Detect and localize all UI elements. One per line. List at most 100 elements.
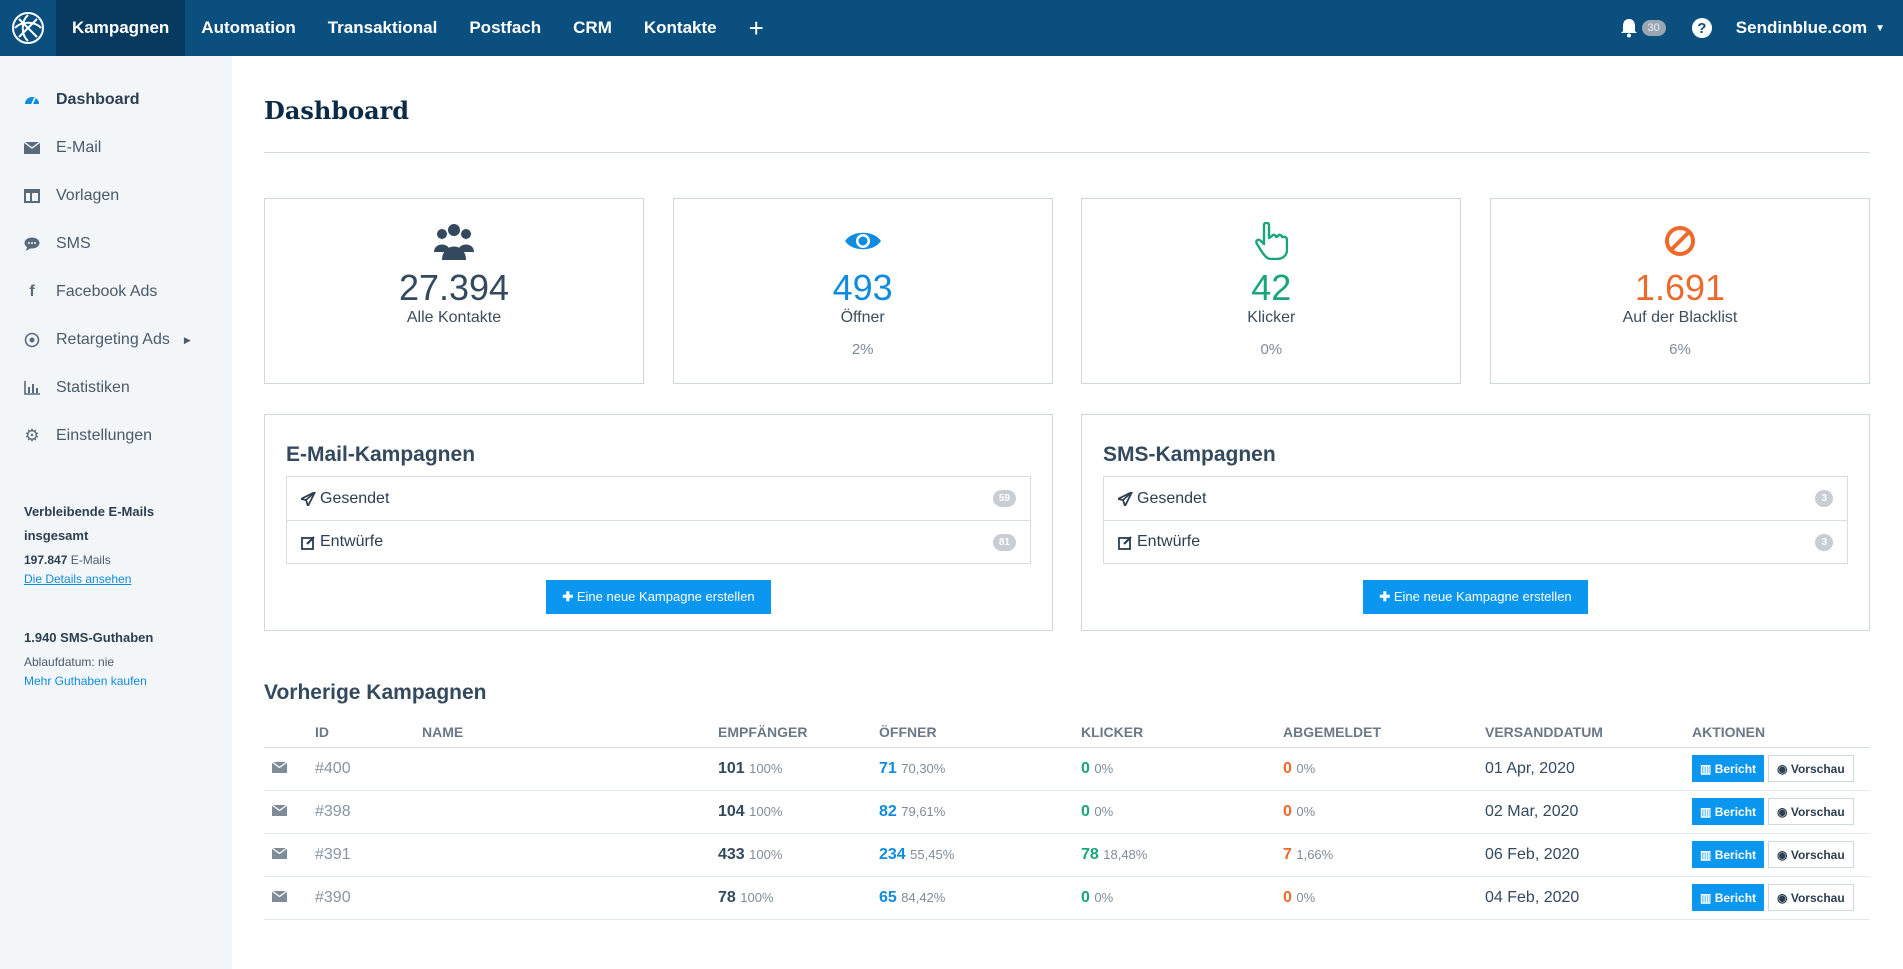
report-label: Bericht [1714,890,1757,905]
table-row[interactable]: #400 101 100% 71 70,30% 0 0% 0 0% 01 Apr, 202… [264,747,1870,791]
preview-button[interactable]: ◉ Vorschau [1768,798,1854,825]
sms-campaigns-title: SMS-Kampagnen [1103,443,1276,466]
sidebar-item-dashboard[interactable]: Dashboard [0,76,232,124]
openers-percent: 79,61% [901,803,946,819]
previous-campaigns-body: #400 101 100% 71 70,30% 0 0% 0 0% 01 Apr, 202… [264,747,1870,920]
create-email-campaign-button[interactable]: ✚ Eine neue Kampagne erstellen [546,580,771,614]
email-sent-item[interactable]: Gesendet 59 [287,477,1030,520]
sms-campaigns-list: Gesendet 3 Entwürfe 3 [1103,476,1848,564]
dashboard-icon [24,92,40,108]
envelope-icon [271,889,288,906]
actions-cell: ▥ Bericht ◉ Vorschau [1692,747,1870,791]
stat-card-contacts[interactable]: 27.394 Alle Kontakte [264,198,644,384]
campaign-name[interactable] [422,876,718,920]
eye-icon [674,219,1052,263]
title-divider [264,152,1870,153]
unsubscribed-percent: 0% [1296,803,1316,819]
nav-kontakte[interactable]: Kontakte [643,18,717,37]
report-button[interactable]: ▥ Bericht [1692,798,1765,825]
sms-drafts-item[interactable]: Entwürfe 3 [1104,520,1847,563]
bar-chart-icon [24,380,40,396]
sidebar: Dashboard E-Mail Vorlagen SMS f Facebook… [0,56,232,969]
sms-sent-item[interactable]: Gesendet 3 [1104,477,1847,520]
table-row[interactable]: #390 78 100% 65 84,42% 0 0% 0 0% 04 Feb, 2020… [264,876,1870,920]
email-drafts-item[interactable]: Entwürfe 81 [287,520,1030,563]
campaign-id[interactable]: #400 [315,747,422,791]
preview-button[interactable]: ◉ Vorschau [1768,755,1854,782]
stat-label: Auf der Blacklist [1622,309,1738,326]
remaining-emails-title: Verbleibende E-Mails insgesamt [24,504,155,543]
table-row[interactable]: #398 104 100% 82 79,61% 0 0% 0 0% 02 Mar, 202… [264,790,1870,834]
account-menu[interactable]: Sendinblue.com ▼ [1736,18,1903,38]
clickers-percent: 0% [1094,889,1114,905]
top-navigation: Kampagnen Automation Transaktional Postf… [0,0,1903,56]
recipients-cell: 101 100% [718,747,879,791]
stat-card-openers[interactable]: 493 Öffner 2% [672,198,1053,384]
preview-button[interactable]: ◉ Vorschau [1768,841,1854,868]
recipients-value: 433 [718,845,745,863]
edit-icon [1118,535,1133,550]
sendinblue-logo-icon[interactable] [0,0,56,56]
create-sms-campaign-button[interactable]: ✚ Eine neue Kampagne erstellen [1363,580,1588,614]
preview-button[interactable]: ◉ Vorschau [1768,884,1854,911]
unsubscribed-percent: 1,66% [1296,846,1334,862]
table-header-row: ID NAME EMPFÄNGER ÖFFNER KLICKER ABGEMEL… [264,717,1870,748]
bar-chart-icon: ▥ [1700,890,1712,905]
nav-postfach[interactable]: Postfach [469,18,542,37]
recipients-cell: 104 100% [718,790,879,834]
report-label: Bericht [1714,804,1757,819]
sidebar-item-einstellungen[interactable]: ⚙ Einstellungen [0,412,232,460]
nav-automation[interactable]: Automation [201,18,296,37]
clickers-cell: 78 18,48% [1081,833,1283,877]
email-drafts-count: 81 [992,533,1016,551]
recipients-value: 101 [718,759,745,777]
report-label: Bericht [1714,761,1757,776]
sidebar-item-email[interactable]: E-Mail [0,124,232,172]
notifications-button[interactable]: 30 [1606,18,1680,38]
report-label: Bericht [1714,847,1757,862]
nav-kampagnen[interactable]: Kampagnen [56,0,186,56]
campaigns-row: E-Mail-Kampagnen Gesendet 59 Entwürfe 81… [264,414,1870,631]
sidebar-item-retargeting-ads[interactable]: Retargeting Ads ▶ [0,316,232,364]
campaign-id[interactable]: #391 [315,833,422,877]
nav-crm[interactable]: CRM [573,18,612,37]
table-header-clickers: KLICKER [1081,717,1283,748]
clickers-cell: 0 0% [1081,747,1283,791]
stat-card-blacklist[interactable]: 1.691 Auf der Blacklist 6% [1489,198,1870,384]
stat-value: 42 [1251,267,1292,308]
report-button[interactable]: ▥ Bericht [1692,841,1765,868]
clickers-value: 0 [1081,759,1090,777]
sidebar-item-statistiken[interactable]: Statistiken [0,364,232,412]
envelope-icon [271,803,288,820]
stat-value: 1.691 [1634,267,1726,308]
sidebar-item-sms[interactable]: SMS [0,220,232,268]
unsubscribed-value: 0 [1283,888,1292,906]
type-cell [264,790,315,834]
campaign-name[interactable] [422,747,718,791]
sidebar-item-vorlagen[interactable]: Vorlagen [0,172,232,220]
email-sent-count: 59 [992,490,1016,507]
recipients-percent: 100% [749,846,783,862]
campaign-name[interactable] [422,790,718,834]
add-nav-button[interactable]: + [748,12,764,43]
clickers-percent: 0% [1094,803,1114,819]
report-button[interactable]: ▥ Bericht [1692,755,1765,782]
stat-card-clickers[interactable]: 42 Klicker 0% [1081,198,1462,384]
sidebar-item-facebook-ads[interactable]: f Facebook Ads [0,268,232,316]
type-cell [264,833,315,877]
unsubscribed-value: 0 [1283,759,1292,777]
unsubscribed-cell: 0 0% [1283,747,1485,791]
table-row[interactable]: #391 433 100% 234 55,45% 78 18,48% 7 1,66% 06… [264,833,1870,877]
buy-credits-link[interactable]: Mehr Guthaben kaufen [24,674,147,688]
nav-transaktional[interactable]: Transaktional [327,18,438,37]
openers-value: 65 [879,888,897,906]
campaign-id[interactable]: #398 [315,790,422,834]
help-icon[interactable]: ? [1691,18,1712,38]
report-button[interactable]: ▥ Bericht [1692,884,1765,911]
campaign-name[interactable] [422,833,718,877]
email-details-link[interactable]: Die Details ansehen [24,572,132,586]
stat-value: 27.394 [398,267,510,308]
campaign-id[interactable]: #390 [315,876,422,920]
recipients-cell: 78 100% [718,876,879,920]
openers-value: 71 [879,759,897,777]
